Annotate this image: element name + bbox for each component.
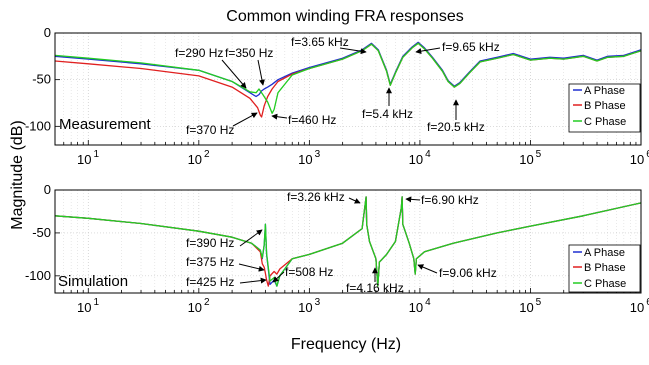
simulation-x-ticks: 101102103104105106 bbox=[77, 297, 649, 315]
chart-title: Common winding FRA responses bbox=[226, 8, 463, 25]
simulation-annotations: f=390 Hz f=375 Hz f=425 Hz f=508 Hz f=3.… bbox=[186, 190, 497, 295]
x-tick-exponent: 1 bbox=[93, 297, 99, 308]
measurement-panel-label: Measurement bbox=[59, 116, 152, 133]
x-tick-exponent: 2 bbox=[204, 149, 210, 160]
annotation-label: f=425 Hz bbox=[186, 275, 234, 289]
legend-box bbox=[568, 83, 641, 133]
annotation-label: f=370 Hz bbox=[186, 123, 234, 137]
x-tick-exponent: 5 bbox=[536, 297, 542, 308]
x-tick-exponent: 5 bbox=[536, 149, 542, 160]
annotation-arrow bbox=[238, 263, 265, 272]
annotation-arrow bbox=[348, 197, 361, 204]
x-tick-exponent: 1 bbox=[93, 149, 99, 160]
legend-label: B Phase bbox=[584, 262, 626, 274]
annotation-label: f=5.4 kHz bbox=[362, 107, 413, 121]
annotation-arrow bbox=[257, 59, 265, 86]
x-tick-exponent: 6 bbox=[646, 149, 649, 160]
x-tick-label: 10 bbox=[409, 152, 423, 167]
annotation-arrow bbox=[232, 112, 258, 127]
legend-label: C Phase bbox=[584, 116, 626, 128]
x-axis-label: Frequency (Hz) bbox=[291, 336, 401, 353]
x-tick-exponent: 4 bbox=[425, 297, 431, 308]
measurement-x-ticks: 101102103104105106 bbox=[77, 149, 649, 167]
x-tick-label: 10 bbox=[188, 152, 202, 167]
annotation-label: f=3.65 kHz bbox=[291, 35, 349, 49]
x-tick-label: 10 bbox=[298, 300, 312, 315]
x-tick-label: 10 bbox=[298, 152, 312, 167]
legend-label: B Phase bbox=[584, 100, 626, 112]
x-tick-exponent: 6 bbox=[646, 297, 649, 308]
simulation-panel-label: Simulation bbox=[58, 273, 128, 290]
annotation-arrow bbox=[239, 229, 263, 247]
measurement-y-ticks: 0 -50 -100 bbox=[25, 25, 60, 133]
legend-label: A Phase bbox=[584, 85, 625, 97]
y-axis-label: Magnitude (dB) bbox=[9, 120, 26, 229]
x-tick-label: 10 bbox=[630, 300, 644, 315]
annotation-label: f=508 Hz bbox=[285, 265, 333, 279]
x-tick-label: 10 bbox=[77, 152, 91, 167]
annotation-arrow bbox=[221, 59, 247, 89]
annotation-arrow bbox=[417, 264, 438, 274]
simulation-legend: A Phase B Phase C Phase bbox=[568, 244, 641, 293]
simulation-y-ticks: 0 -50 -100 bbox=[25, 182, 60, 283]
annotation-arrow bbox=[405, 196, 421, 203]
x-tick-exponent: 3 bbox=[315, 149, 321, 160]
annotation-arrow bbox=[271, 113, 288, 120]
annotation-label: f=9.06 kHz bbox=[439, 266, 497, 280]
legend-label: A Phase bbox=[584, 247, 625, 259]
y-tick-label: -50 bbox=[32, 225, 51, 240]
measurement-annotations: f=290 Hz f=350 Hz f=370 Hz f=460 Hz f=3.… bbox=[175, 35, 500, 137]
annotation-label: f=9.65 kHz bbox=[442, 40, 500, 54]
x-tick-label: 10 bbox=[188, 300, 202, 315]
simulation-panel: 0-50-100 101102103104105106 Simulation f… bbox=[25, 182, 649, 315]
y-tick-label: -100 bbox=[25, 268, 51, 283]
x-tick-label: 10 bbox=[519, 300, 533, 315]
measurement-axes-box bbox=[54, 32, 642, 146]
y-tick-label: 0 bbox=[44, 182, 51, 197]
annotation-arrow bbox=[415, 47, 441, 55]
annotation-label: f=350 Hz bbox=[225, 46, 273, 60]
annotation-arrow bbox=[339, 47, 367, 55]
legend-box bbox=[568, 244, 641, 293]
measurement-series bbox=[54, 41, 642, 118]
y-tick-label: -50 bbox=[32, 72, 51, 87]
measurement-panel: 0-50-100 101102103104105106 Measurement … bbox=[25, 25, 649, 167]
measurement-legend: A Phase B Phase C Phase bbox=[568, 83, 641, 133]
annotation-arrow bbox=[239, 277, 267, 284]
legend-label: C Phase bbox=[584, 278, 626, 290]
annotation-arrow bbox=[272, 271, 285, 283]
annotation-label: f=390 Hz bbox=[186, 236, 234, 250]
x-tick-exponent: 4 bbox=[425, 149, 431, 160]
x-tick-label: 10 bbox=[77, 300, 91, 315]
simulation-series bbox=[54, 196, 642, 287]
x-tick-label: 10 bbox=[519, 152, 533, 167]
y-tick-label: 0 bbox=[44, 25, 51, 40]
simulation-series-c-phase bbox=[54, 196, 642, 287]
x-tick-exponent: 3 bbox=[315, 297, 321, 308]
annotation-label: f=3.26 kHz bbox=[287, 190, 345, 204]
annotation-label: f=4.16 kHz bbox=[346, 281, 404, 295]
annotation-label: f=6.90 kHz bbox=[421, 193, 479, 207]
measurement-series-c-phase bbox=[54, 42, 642, 114]
annotation-label: f=290 Hz bbox=[175, 46, 223, 60]
y-tick-label: -100 bbox=[25, 118, 51, 133]
annotation-label: f=20.5 kHz bbox=[427, 120, 485, 134]
annotation-label: f=375 Hz bbox=[186, 255, 234, 269]
simulation-axes-box bbox=[54, 189, 642, 294]
x-tick-label: 10 bbox=[409, 300, 423, 315]
annotation-label: f=460 Hz bbox=[288, 113, 336, 127]
x-tick-label: 10 bbox=[630, 152, 644, 167]
x-tick-exponent: 2 bbox=[204, 297, 210, 308]
